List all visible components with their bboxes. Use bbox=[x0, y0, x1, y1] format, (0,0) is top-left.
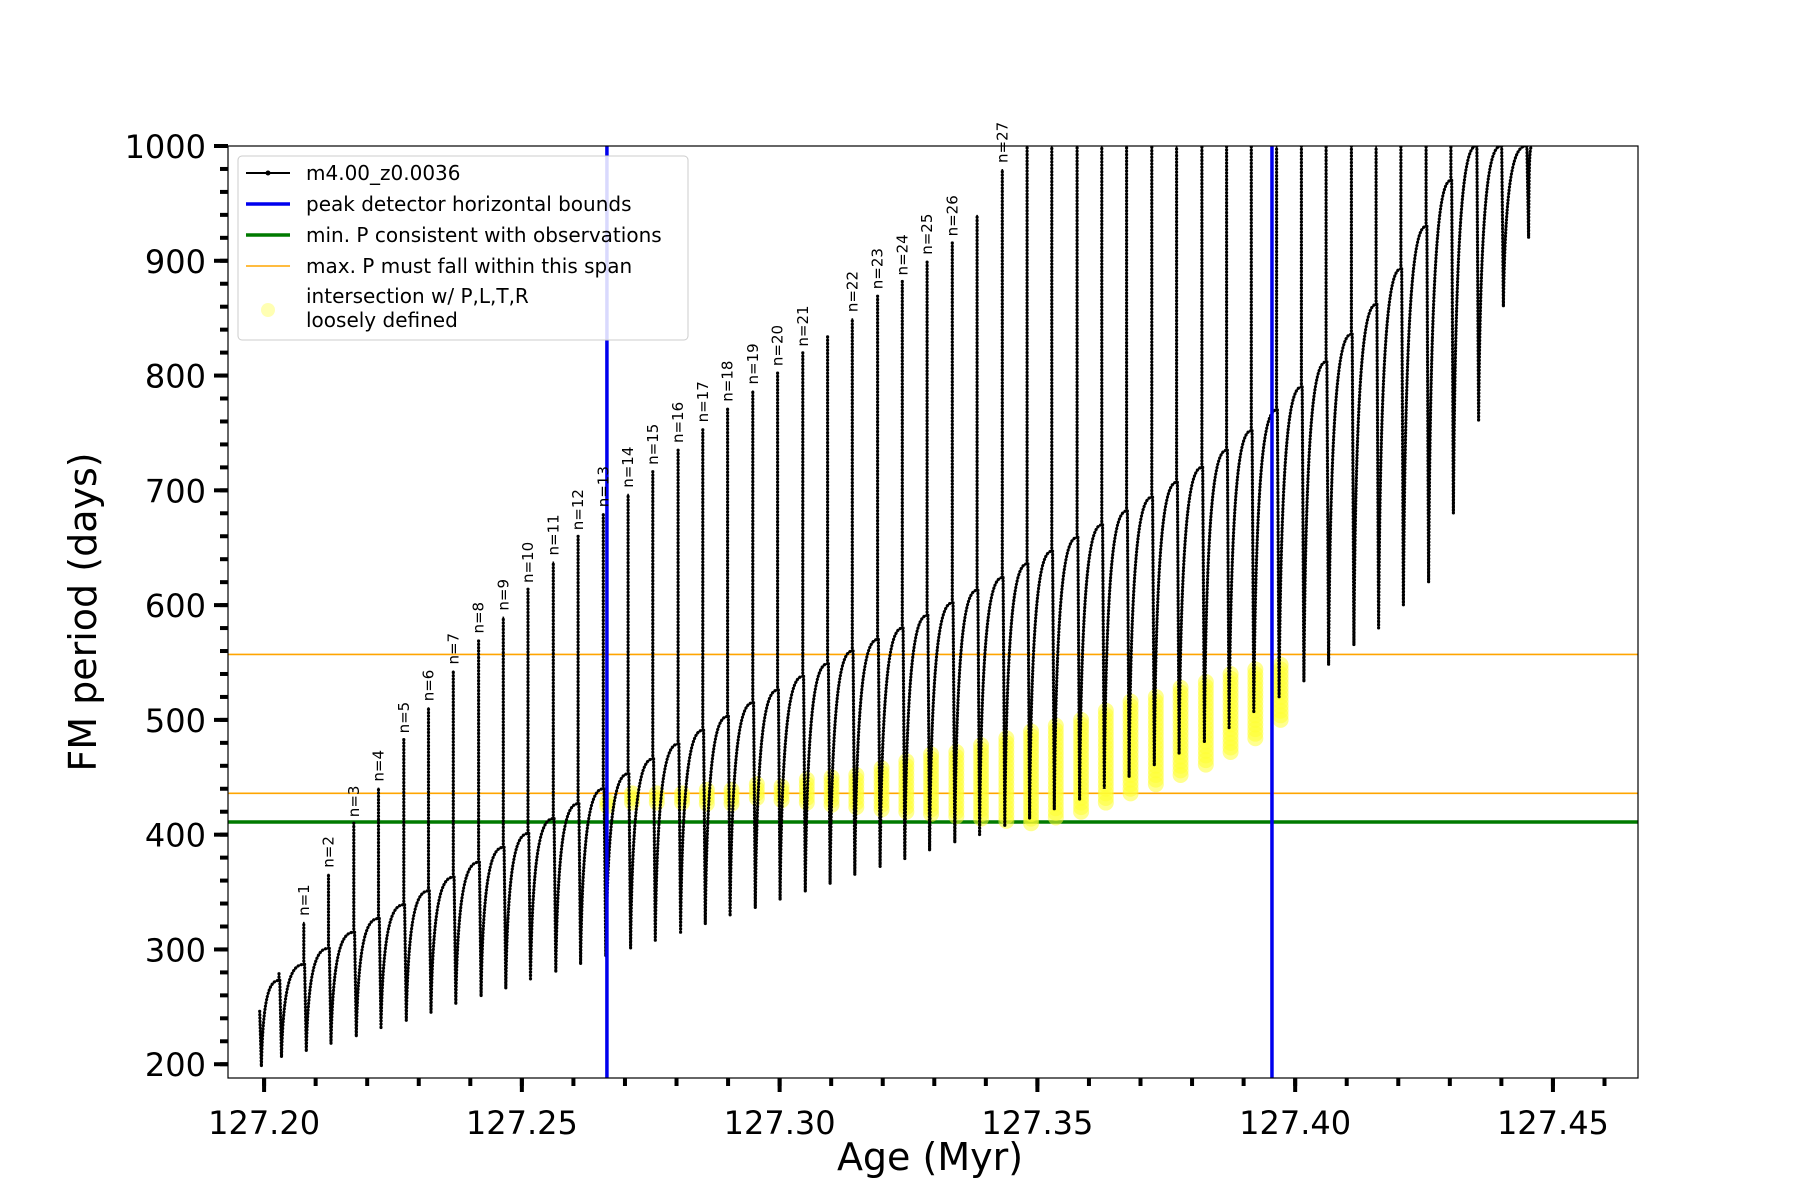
legend-label-peak-bounds: peak detector horizontal bounds bbox=[306, 192, 632, 216]
intersection-dot bbox=[698, 781, 715, 798]
y-tick-label: 600 bbox=[145, 587, 206, 625]
intersection-marker-10 bbox=[848, 766, 865, 816]
pulse-label: n=14 bbox=[619, 447, 637, 488]
pulse-label: n=26 bbox=[943, 195, 961, 236]
x-tick-label: 127.45 bbox=[1497, 1104, 1609, 1142]
legend-swatch-intersection bbox=[261, 303, 275, 317]
pulse-label: n=16 bbox=[669, 402, 687, 443]
y-tick-label: 700 bbox=[145, 472, 206, 510]
y-tick-label: 800 bbox=[145, 358, 206, 396]
y-axis-title: FM period (days) bbox=[61, 452, 105, 771]
intersection-dot bbox=[723, 781, 740, 798]
pulse-label: n=21 bbox=[794, 305, 812, 346]
intersection-marker-8 bbox=[798, 771, 815, 811]
legend: m4.00_z0.0036 peak detector horizontal b… bbox=[237, 155, 689, 341]
pulse-label: n=5 bbox=[395, 702, 413, 734]
pulse-label: n=19 bbox=[744, 343, 762, 384]
x-tick-label: 127.20 bbox=[208, 1104, 320, 1142]
y-tick-label: 400 bbox=[145, 817, 206, 855]
pulse-label: n=24 bbox=[893, 234, 911, 275]
pulse-label: n=27 bbox=[993, 122, 1011, 163]
pulse-label: n=8 bbox=[470, 602, 488, 634]
y-tick-label: 300 bbox=[145, 931, 206, 969]
y-tick-label: 900 bbox=[145, 243, 206, 281]
pulse-label: n=9 bbox=[494, 579, 512, 611]
y-tick-label: 500 bbox=[145, 702, 206, 740]
pulse-label: n=2 bbox=[320, 836, 338, 868]
pulse-label: n=12 bbox=[569, 489, 587, 530]
intersection-marker-3 bbox=[674, 785, 691, 811]
pulse-label: n=6 bbox=[420, 670, 438, 702]
intersection-dot bbox=[674, 785, 691, 802]
x-tick-label: 127.30 bbox=[724, 1104, 836, 1142]
x-tick-label: 127.25 bbox=[466, 1104, 578, 1142]
pulse-label: n=3 bbox=[345, 786, 363, 818]
intersection-marker-4 bbox=[698, 781, 715, 812]
intersection-marker-21 bbox=[1122, 693, 1139, 802]
pulse-label: n=11 bbox=[544, 514, 562, 555]
legend-swatch-track-dot bbox=[265, 170, 271, 176]
pulse-label: n=13 bbox=[594, 466, 612, 507]
pulse-label: n=25 bbox=[918, 214, 936, 255]
pulse-label: n=15 bbox=[644, 424, 662, 465]
pulse-label: n=20 bbox=[769, 325, 787, 366]
y-tick-label: 1000 bbox=[125, 128, 206, 166]
legend-label-track: m4.00_z0.0036 bbox=[306, 161, 461, 185]
x-axis-title: Age (Myr) bbox=[837, 1135, 1023, 1179]
intersection-marker-5 bbox=[723, 781, 740, 812]
pulse-label: n=10 bbox=[519, 542, 537, 583]
pulse-label: n=23 bbox=[869, 248, 887, 289]
pulse-label: n=1 bbox=[295, 884, 313, 916]
y-tick-label: 200 bbox=[145, 1046, 206, 1084]
legend-label-max-p: max. P must fall within this span bbox=[306, 254, 632, 278]
pulse-label: n=18 bbox=[719, 361, 737, 402]
intersection-marker-22 bbox=[1147, 688, 1164, 793]
y-axis: 200 300 400 500 600 700 800 900 1000 bbox=[125, 128, 228, 1084]
pulse-label: n=17 bbox=[694, 381, 712, 422]
pulse-label: n=7 bbox=[444, 633, 462, 665]
intersection-marker-6 bbox=[748, 776, 765, 806]
legend-label-intersection: intersection w/ P,L,T,R bbox=[306, 284, 529, 308]
x-axis: 127.20 127.25 127.30 127.35 127.40 127.45 bbox=[208, 1078, 1609, 1142]
x-tick-label: 127.40 bbox=[1239, 1104, 1351, 1142]
pulse-label: n=22 bbox=[843, 271, 861, 312]
legend-label-intersection-line2: loosely defined bbox=[306, 308, 458, 332]
pulse-label: n=4 bbox=[370, 750, 388, 782]
legend-label-min-p: min. P consistent with observations bbox=[306, 223, 662, 247]
